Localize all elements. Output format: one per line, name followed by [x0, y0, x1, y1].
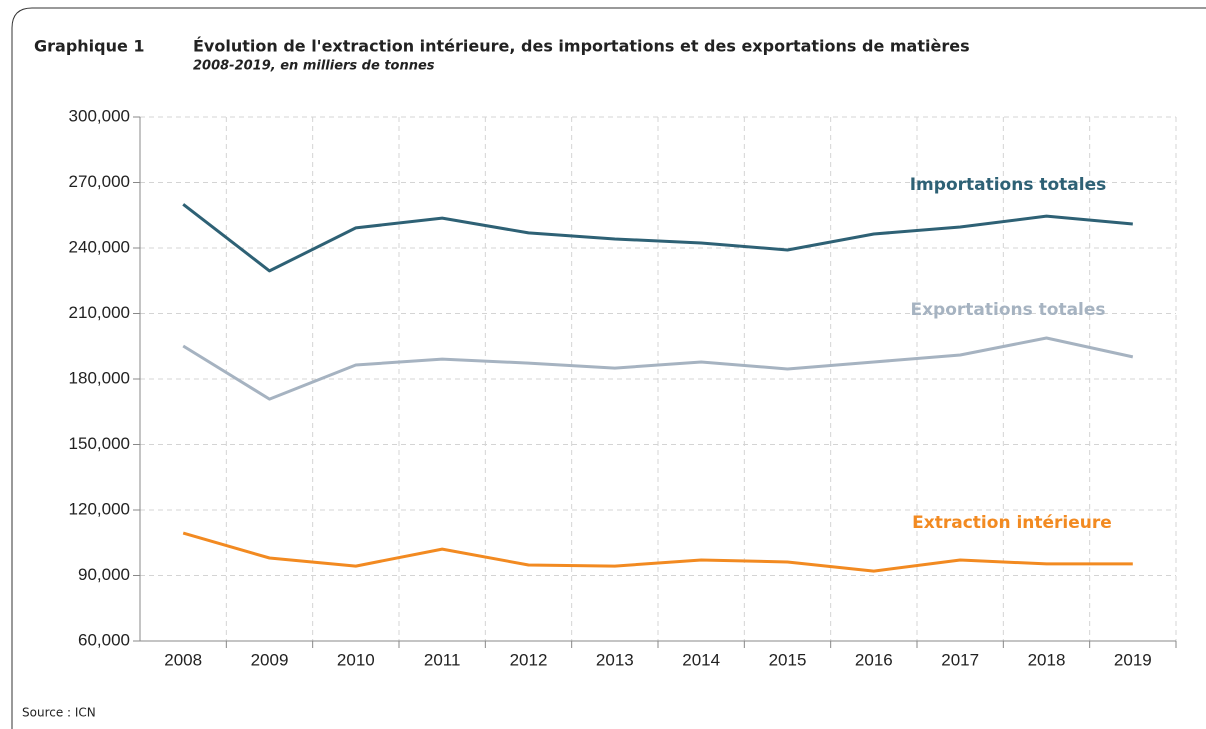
- x-tick-label: 2019: [1114, 650, 1152, 669]
- series-line: [182, 203, 1133, 273]
- x-tick-label: 2011: [424, 650, 461, 669]
- source: Source : ICN: [22, 706, 96, 720]
- x-tick-label: 2015: [769, 650, 807, 669]
- y-tick-label: 150,000: [69, 434, 130, 453]
- y-tick-label: 180,000: [69, 368, 130, 387]
- y-tick-label: 270,000: [69, 172, 130, 191]
- series-label: Importations totales: [910, 175, 1107, 195]
- x-tick-label: 2018: [1028, 650, 1066, 669]
- chart-label: Graphique 1: [34, 37, 145, 56]
- y-tick-label: 90,000: [78, 565, 130, 584]
- x-tick-label: 2016: [855, 650, 893, 669]
- y-tick-label: 300,000: [69, 106, 130, 125]
- y-tick-label: 60,000: [78, 630, 130, 649]
- x-tick-label: 2008: [164, 650, 202, 669]
- series-label: Extraction intérieure: [912, 513, 1112, 533]
- chart-subtitle: 2008-2019, en milliers de tonnes: [193, 59, 435, 74]
- y-tick-label: 240,000: [69, 237, 130, 256]
- x-tick-label: 2012: [510, 650, 548, 669]
- series-line: [182, 531, 1133, 573]
- x-tick-label: 2009: [251, 650, 289, 669]
- x-tick-label: 2013: [596, 650, 634, 669]
- x-tick-label: 2017: [941, 650, 979, 669]
- x-tick-label: 2010: [337, 650, 375, 669]
- chart-title: Évolution de l'extraction intérieure, de…: [193, 37, 970, 56]
- x-tick-label: 2014: [682, 650, 720, 669]
- series-label: Exportations totales: [910, 300, 1105, 320]
- frame: [11, 7, 1206, 729]
- y-tick-label: 120,000: [69, 499, 130, 518]
- series-line: [182, 336, 1134, 401]
- y-tick-label: 210,000: [69, 303, 130, 322]
